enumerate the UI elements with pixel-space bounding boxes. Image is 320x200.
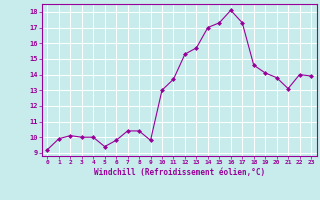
X-axis label: Windchill (Refroidissement éolien,°C): Windchill (Refroidissement éolien,°C) bbox=[94, 168, 265, 177]
